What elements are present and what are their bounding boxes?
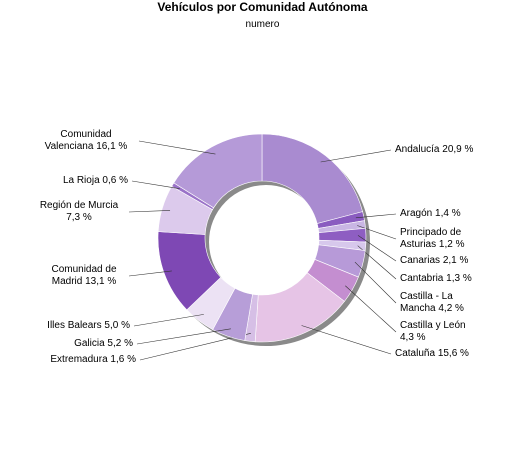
value-label: 5,2 % [107, 338, 133, 349]
leader-line [136, 328, 231, 345]
leader-line [357, 225, 397, 240]
value-label: 15,6 % [437, 348, 469, 359]
value-label: 0,6 % [102, 175, 128, 186]
slice-label: Cantabria 1,3 % [400, 273, 510, 285]
category-name: La Rioja [62, 175, 100, 186]
leader-line [133, 314, 204, 327]
category-name: Principado de Asturias [400, 227, 462, 250]
leader-line [128, 270, 172, 277]
slice-label: Galicia 5,2 % [13, 338, 133, 350]
category-name: Extremadura [50, 354, 108, 365]
slice-label: Región de Murcia 7,3 % [33, 200, 125, 224]
slice-label: Andalucía 20,9 % [395, 144, 515, 156]
value-label: 20,9 % [442, 144, 474, 155]
leader-line [131, 180, 180, 189]
slice-label: Extremadura 1,6 % [16, 354, 136, 366]
category-name: Cataluña [395, 348, 436, 359]
value-label: 13,1 % [85, 276, 117, 287]
category-name: Cantabria [400, 273, 444, 284]
category-name: Comunidad Valenciana [44, 129, 112, 152]
category-name: Canarias [400, 255, 441, 266]
slice-label: Castilla - La Mancha 4,2 % [400, 291, 466, 315]
value-label: 1,4 % [435, 208, 461, 219]
slice-label: Principado de Asturias 1,2 % [400, 227, 472, 251]
leader-line [357, 235, 397, 262]
slice [261, 133, 363, 224]
slice-label: Comunidad Valenciana 16,1 % [37, 129, 135, 153]
category-name: Región de Murcia [39, 200, 119, 211]
category-name: Galicia [74, 338, 105, 349]
slice-label: Aragón 1,4 % [400, 208, 510, 220]
value-label: 5,0 % [104, 320, 130, 331]
category-name: Illes Balears [47, 320, 102, 331]
value-label: 7,3 % [66, 212, 92, 223]
leader-line [138, 140, 216, 155]
category-name: Castilla - La Mancha [400, 291, 453, 314]
slice [173, 133, 263, 209]
value-label: 2,1 % [442, 255, 469, 266]
category-name: Castilla y León [400, 320, 466, 331]
leader-line [301, 325, 392, 355]
slice-label: Castilla y León 4,3 % [400, 320, 476, 344]
value-label: 4,2 % [438, 303, 464, 314]
leader-line [320, 149, 392, 163]
leader-line [355, 213, 397, 219]
slice-label: Cataluña 15,6 % [395, 348, 505, 360]
leader-line [354, 261, 397, 304]
leader-line [345, 285, 397, 333]
slice-label: Canarias 2,1 % [400, 255, 510, 267]
value-label: 4,3 % [400, 332, 426, 343]
value-label: 1,2 % [438, 239, 465, 250]
value-label: 16,1 % [96, 141, 128, 152]
category-name: Aragón [400, 208, 433, 219]
leader-line [128, 210, 171, 213]
category-name: Comunidad de Madrid [51, 264, 117, 287]
slice-label: La Rioja 0,6 % [18, 175, 128, 187]
value-label: 1,6 % [110, 354, 136, 365]
category-name: Andalucía [395, 144, 440, 155]
value-label: 1,3 % [446, 273, 472, 284]
slice-label: Comunidad de Madrid 13,1 % [43, 264, 125, 288]
chart-title: Vehículos por Comunidad Autónoma [157, 0, 368, 14]
chart-subtitle: numero [245, 19, 280, 30]
slice-label: Illes Balears 5,0 % [10, 320, 130, 332]
